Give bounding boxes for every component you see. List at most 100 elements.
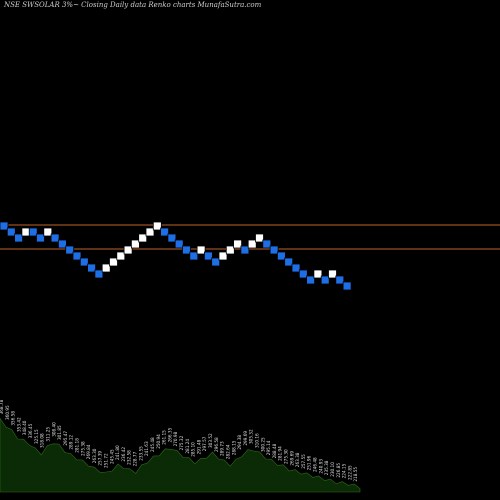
volume-area [0,417,361,493]
renko-brick-down [320,275,330,285]
volume-price-label: 257.55 [301,454,306,469]
renko-brick-down [160,227,170,237]
renko-brick-down [65,245,75,255]
renko-brick-down [0,221,9,231]
volume-price-label: 275.38 [80,441,85,456]
volume-price-label: 235.38 [324,460,329,475]
renko-brick-down [211,257,221,267]
renko-brick-down [269,245,279,255]
volume-price-label: 250.94 [156,434,161,449]
volume-price-label: 294.38 [237,435,242,450]
level-lines [0,224,500,250]
volume-price-label: 257.39 [98,451,103,466]
volume-price-label: 241.63 [144,441,149,456]
volume-price-label: 356.58 [11,411,16,426]
renko-brick-down [58,239,67,249]
volume-price-label: 353.42 [16,417,21,432]
volume-price-label: 246.48 [313,457,318,472]
volume-price-label: 301.85 [57,425,62,440]
renko-brick-up [123,245,133,255]
volume-price-label: 251.72 [104,453,109,468]
renko-brick-down [87,263,96,273]
renko-brick-up [196,245,206,255]
volume-price-label: 275.30 [284,449,289,464]
volume-price-label: 291.48 [196,439,201,454]
volume-price-label: 232.58 [127,450,132,465]
renko-brick-up [313,269,323,279]
volume-price-label: 266.35 [167,427,172,442]
renko-brick-up [218,251,228,261]
renko-brick-down [94,269,104,279]
renko-brick-down [6,227,16,237]
volume-price-label: 336.45 [28,423,33,438]
renko-brick-down [276,251,286,261]
volume-price-label: 297.57 [202,436,207,451]
renko-brick-down [14,233,24,243]
renko-brick-up [233,239,243,249]
renko-brick-down [50,233,60,243]
volume-price-label: 270.98 [173,431,178,446]
renko-brick-up [43,227,53,237]
volume-price-label: 230.10 [330,462,335,477]
renko-brick-up [145,227,155,237]
renko-brick-down [306,275,316,285]
renko-brick-up [247,239,257,249]
renko-brick-up [101,263,111,273]
volume-price-label: 281.24 [185,439,190,454]
volume-price-label: 245.48 [150,437,155,452]
volume-price-label: 224.15 [342,463,347,478]
volume-price-label: 222.85 [347,465,352,480]
renko-brick-down [174,239,184,249]
volume-price-label: 300.25 [260,437,265,452]
volume-price-label: 360.95 [5,405,10,420]
volume-price-label: 299.69 [243,431,248,446]
volume-price-label: 261.15 [162,430,167,445]
renko-brick-up [116,251,126,261]
volume-price-label: 281.94 [278,446,283,461]
renko-brick-down [262,239,272,249]
volume-price-label: 226.85 [336,463,341,478]
volume-price-label: 282.64 [226,444,231,459]
renko-brick-down [291,263,301,273]
volume-price-label: 233.55 [138,446,143,461]
renko-brick-down [28,227,38,237]
renko-brick-up [328,269,337,279]
volume-price-label: 348.40 [22,420,27,435]
renko-brick-up [225,245,235,255]
volume-price-label: 228.77 [133,451,138,466]
volume-price-label: 325.15 [34,429,39,444]
renko-brick-down [36,233,45,243]
volume-price-label: 303.52 [208,433,213,448]
renko-bricks [0,221,352,291]
volume-price-label: 310.16 [255,433,260,448]
volume-price-label: 269.84 [86,444,91,459]
volume-area-path [0,417,361,493]
renko-brick-down [335,275,345,285]
volume-price-label: 305.32 [249,429,254,444]
volume-price-label: 288.48 [272,443,277,458]
volume-price-label: 295.47 [63,431,68,446]
renko-brick-up [130,239,140,249]
volume-price-label: 245.45 [109,449,114,464]
renko-brick-down [167,233,177,243]
volume-price-label: 263.38 [295,452,300,467]
volume-price-label: 288.15 [231,440,236,455]
renko-brick-down [203,251,213,261]
volume-price-label: 295.14 [266,440,271,455]
renko-brick-up [21,227,31,237]
renko-brick-down [342,281,352,291]
volume-price-label: 275.32 [179,435,184,450]
renko-brick-down [240,245,250,255]
renko-brick-down [298,269,308,279]
volume-labels: 368.78 360.95 356.58 353.42 348.40 336.45 325.… [0,399,358,481]
renko-brick-up [152,221,162,231]
volume-price-label: 251.96 [307,455,312,470]
volume-price-label: 240.93 [318,459,323,474]
volume-price-label: 263.30 [92,448,97,463]
volume-price-label: 318.08 [40,433,45,448]
renko-brick-down [182,245,191,255]
renko-brick-down [284,257,294,267]
volume-price-label: 289.12 [69,435,74,450]
volume-price-label: 311.25 [46,427,51,442]
volume-price-label: 218.55 [353,467,358,482]
